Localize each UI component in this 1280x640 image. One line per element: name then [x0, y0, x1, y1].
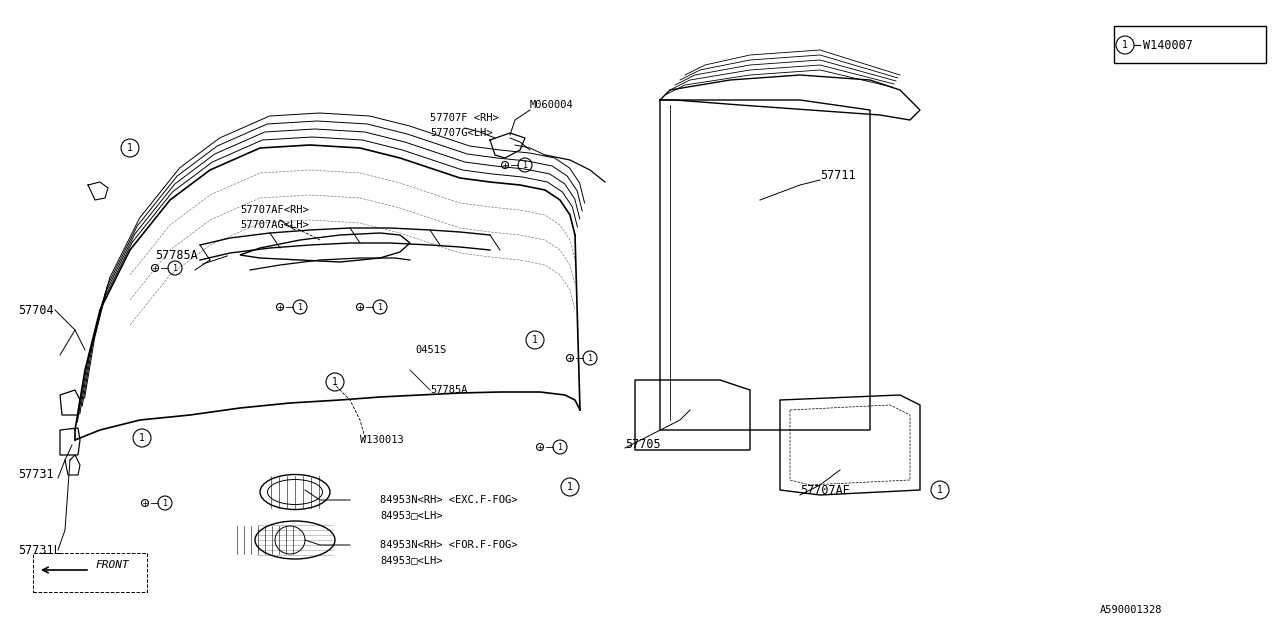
Text: 1: 1	[522, 161, 527, 170]
Text: 57711: 57711	[820, 168, 855, 182]
Text: 1: 1	[332, 377, 338, 387]
Text: W130013: W130013	[360, 435, 403, 445]
Text: 57707F <RH>: 57707F <RH>	[430, 113, 499, 123]
Text: 1: 1	[163, 499, 168, 508]
Text: 57785A: 57785A	[155, 248, 197, 262]
Text: 84953N<RH> <EXC.F-FOG>: 84953N<RH> <EXC.F-FOG>	[380, 495, 517, 505]
Text: 84953□<LH>: 84953□<LH>	[380, 510, 443, 520]
Text: 1: 1	[1123, 40, 1128, 50]
Text: 1: 1	[567, 482, 573, 492]
Text: 1: 1	[297, 303, 302, 312]
Text: 1: 1	[558, 442, 562, 451]
Text: 0451S: 0451S	[415, 345, 447, 355]
Text: 57704: 57704	[18, 303, 54, 317]
Text: 57731: 57731	[18, 468, 54, 481]
Text: M060004: M060004	[530, 100, 573, 110]
Text: 1: 1	[173, 264, 178, 273]
Text: W140007: W140007	[1143, 38, 1193, 51]
Text: A590001328: A590001328	[1100, 605, 1162, 615]
Text: 57707AF<RH>: 57707AF<RH>	[241, 205, 308, 215]
Text: 84953N<RH> <FOR.F-FOG>: 84953N<RH> <FOR.F-FOG>	[380, 540, 517, 550]
Text: 1: 1	[127, 143, 133, 153]
Text: 1: 1	[588, 353, 593, 362]
Text: 1: 1	[140, 433, 145, 443]
Text: FRONT: FRONT	[95, 560, 129, 570]
Text: 57705: 57705	[625, 438, 660, 451]
Text: 57731L: 57731L	[18, 543, 60, 557]
Text: 57707AG<LH>: 57707AG<LH>	[241, 220, 308, 230]
Text: 57785A: 57785A	[430, 385, 467, 395]
Text: 1: 1	[937, 485, 943, 495]
Text: 57707G<LH>: 57707G<LH>	[430, 128, 493, 138]
Text: 1: 1	[378, 303, 383, 312]
Text: 84953□<LH>: 84953□<LH>	[380, 555, 443, 565]
Text: 57707AE: 57707AE	[800, 483, 850, 497]
Text: 1: 1	[532, 335, 538, 345]
